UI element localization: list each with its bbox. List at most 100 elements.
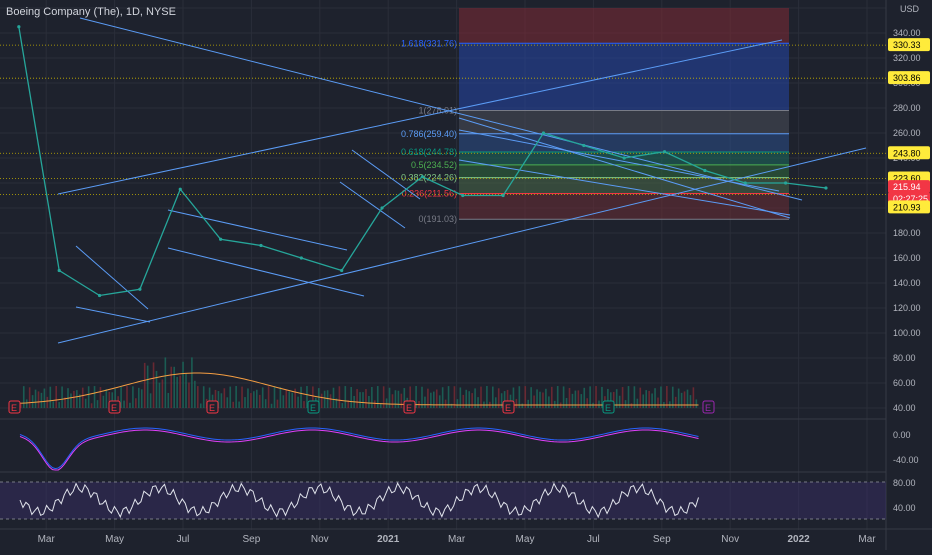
earnings-marker [206,400,219,414]
volume-bar [610,392,612,408]
volume-bar [37,391,40,408]
volume-ma [19,372,699,406]
volume-bar [199,403,202,408]
volume-bar [84,398,87,408]
volume-bar [114,388,116,408]
volume-bar [589,386,591,408]
earnings-label: E [310,403,316,413]
volume-bar [598,400,600,408]
price-tag [888,71,930,85]
price-point [57,268,61,273]
volume-bar [158,382,161,408]
volume-bar [49,386,52,408]
volume-bar [28,387,31,408]
price-tick: 100.00 [893,328,921,338]
volume-bar [52,401,55,408]
volume-bar [518,386,521,408]
time-tick: Mar [858,534,876,545]
volume-bar [79,394,81,408]
volume-bar [102,395,105,408]
price-point [703,168,707,173]
volume-bar [194,380,196,408]
time-tick: May [105,534,124,545]
volume-bar [692,387,695,408]
volume-bar [25,399,28,408]
volume-bar [441,387,444,408]
trendline [75,306,151,323]
price-tag-label: 243.80 [893,148,921,158]
volume-bar [365,389,367,408]
volume-bar [76,390,78,408]
earnings-label: E [505,403,511,413]
volume-bar [96,400,99,408]
volume-bar [438,395,441,408]
price-point [138,287,142,291]
volume-bar [143,362,146,408]
trendline [339,181,406,229]
volume-bar [285,389,288,408]
volume-bar [276,399,279,408]
volume-bar [542,392,544,408]
volume-bar [421,386,423,408]
volume-bar [368,395,370,408]
fib-zone [459,164,789,178]
earnings-label: E [705,403,711,413]
volume-bar [279,387,282,408]
volume-bar [350,386,352,408]
price-tick: 280.00 [893,103,921,113]
volume-bar [250,393,252,408]
volume-bar [680,392,683,408]
volume-bar [164,357,167,408]
volume-bar [120,386,122,408]
symbol-title: Boeing Company (The), 1D, NYSE [6,6,176,18]
volume-bar [326,390,329,408]
volume-bar [273,386,276,408]
volume-bar [571,393,574,408]
earnings-label: E [111,403,117,413]
earnings-marker [8,400,21,414]
fib-label: 0.236(211.56) [402,189,457,199]
volume-bar [577,390,580,408]
volume-bar [553,400,556,408]
volume-bar [627,386,630,408]
volume-bar [111,392,114,408]
price-tick: 160.00 [893,253,921,263]
volume-bar [338,386,341,408]
volume-bar [152,362,155,408]
volume-bar [43,388,46,408]
price-tag-label: 330.33 [893,40,921,50]
volume-bar [539,391,541,408]
volume-bar [123,400,125,408]
volume-bar [81,387,84,408]
volume-bar [636,398,639,408]
price-tag [888,180,930,194]
volume-bar [347,400,350,408]
volume-bar [394,390,397,408]
volume-bar [397,390,400,408]
volume-bar [149,393,152,408]
price-point [784,181,788,185]
earnings-marker [108,400,121,414]
volume-bar [674,396,677,408]
volume-bar [129,402,131,408]
volume-bar [356,389,358,408]
volume-bar [341,403,344,408]
fib-label: 1.618(331.76) [401,38,457,48]
earnings-marker [702,400,715,414]
volume-bar [521,403,524,408]
time-tick: 2021 [377,534,400,545]
volume-bar [660,386,662,408]
volume-bar [618,395,621,408]
volume-bar [34,389,37,408]
volume-bar [403,388,406,408]
price-tag-label: 223.60 [893,174,921,184]
volume-bar [548,396,550,408]
fib-label: 0.786(259.40) [401,129,457,139]
price-tag-label: 210.93 [893,202,921,212]
volume-bar [683,391,686,408]
volume-bar [229,386,232,408]
volume-bar [317,388,320,408]
